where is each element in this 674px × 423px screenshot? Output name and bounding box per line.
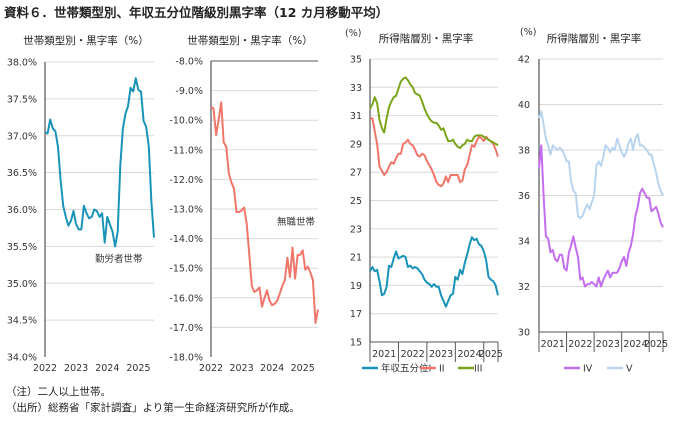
series-annotation: 勤労者世帯 <box>95 253 143 265</box>
y-tick-label: -17.0% <box>169 323 203 334</box>
y-tick-label: 35 <box>350 55 362 66</box>
legend-label: III <box>474 364 482 375</box>
y-tick-label: 31 <box>350 111 362 122</box>
x-tick-label: 2024 <box>95 363 119 374</box>
y-tick-label: -18.0% <box>169 353 203 364</box>
y-tick-label: 15 <box>350 338 362 349</box>
y-tick-label: 34.5% <box>7 316 37 327</box>
x-tick-label: 2024 <box>457 349 481 360</box>
series-line-2 <box>538 110 664 220</box>
y-tick-label: -9.0% <box>175 86 203 97</box>
y-tick-label: 36.0% <box>7 205 37 216</box>
chart-3: 所得階層別・黒字率 (%) 15 17 19 21 23 25 27 29 31 33 35 2021 20… <box>345 28 503 375</box>
chart-title: 世帯類型別・黒字率（%） <box>187 34 312 47</box>
y-tick-label: 36.5% <box>7 168 37 179</box>
x-tick-label: 2024 <box>623 339 647 350</box>
y-tick-label: 21 <box>350 253 362 264</box>
x-tick-label: 2024 <box>260 363 284 374</box>
series-annotation: 無職世帯 <box>277 216 316 228</box>
y-tick-label: 38.0% <box>7 58 37 69</box>
y-tick-label: 40 <box>518 100 530 111</box>
x-tick-label: 2025 <box>126 363 150 374</box>
y-tick-label: 27 <box>350 168 362 179</box>
series-line-3 <box>369 76 499 150</box>
y-tick-label: -15.0% <box>169 264 203 275</box>
chart-title: 所得階層別・黒字率 <box>547 32 642 45</box>
series-line-1 <box>44 77 155 248</box>
y-unit-label: (%) <box>345 28 361 39</box>
x-tick-label: 2025 <box>291 363 315 374</box>
y-tick-label: 42 <box>518 55 530 66</box>
y-tick-label: 32 <box>518 282 530 293</box>
y-tick-label: 30 <box>518 328 530 339</box>
chart-1: 世帯類型別・黒字率（%） 34.0% 34.5% 35.0% 35.5% 36.0% 36.… <box>7 34 155 374</box>
chart-title: 所得階層別・黒字率 <box>379 32 474 45</box>
legend-label: IV <box>583 364 593 375</box>
x-tick-label: 2022 <box>401 349 425 360</box>
y-tick-label: 17 <box>350 309 362 320</box>
y-tick-label: -12.0% <box>169 175 203 186</box>
series-line-1 <box>538 144 664 288</box>
legend-label: II <box>439 364 445 375</box>
x-tick-label: 2023 <box>64 363 88 374</box>
y-tick-label: 34.0% <box>7 353 37 364</box>
x-tick-label: 2021 <box>372 349 396 360</box>
x-tick-label: 2023 <box>596 339 620 350</box>
x-tick-label: 2025 <box>479 349 503 360</box>
y-tick-label: -13.0% <box>169 205 203 216</box>
x-tick-label: 2023 <box>429 349 453 360</box>
y-tick-label: 33 <box>350 83 362 94</box>
source-text: （出所）総務省「家計調査」より第一生命経済研究所が作成。 <box>6 401 300 414</box>
x-tick-label: 2022 <box>568 339 592 350</box>
series-line-1 <box>210 101 319 324</box>
y-tick-label: -11.0% <box>169 145 203 156</box>
series-line-2 <box>370 117 499 188</box>
x-tick-label: 2022 <box>33 363 57 374</box>
chart-2: 世帯類型別・黒字率（%） -18.0% -17.0% -16.0% -15.0% -14.… <box>169 34 319 374</box>
x-tick-label: 2022 <box>199 363 223 374</box>
y-tick-label: -16.0% <box>169 293 203 304</box>
y-tick-label: 38 <box>518 146 530 157</box>
x-tick-label: 2023 <box>229 363 253 374</box>
legend-label: 年収五分位I <box>381 363 431 375</box>
y-tick-label: 19 <box>350 281 362 292</box>
y-tick-label: 23 <box>350 224 362 235</box>
y-unit-label: (%) <box>520 27 536 38</box>
y-tick-label: 36 <box>518 191 530 202</box>
y-tick-label: 37.5% <box>7 94 37 105</box>
y-tick-label: 35.0% <box>7 279 37 290</box>
y-tick-label: -10.0% <box>169 116 203 127</box>
legend-label: V <box>626 364 633 375</box>
y-tick-label: 25 <box>350 196 362 207</box>
figure-title: 資料６．世帯類型別、年収五分位階級別黒字率（12 カ月移動平均） <box>4 5 388 20</box>
y-tick-label: 35.5% <box>7 242 37 253</box>
y-tick-label: 29 <box>350 139 362 150</box>
note-text: （注）二人以上世帯。 <box>6 385 111 398</box>
x-tick-label: 2021 <box>541 339 565 350</box>
y-tick-label: 34 <box>518 237 530 248</box>
x-tick-label: 2025 <box>644 339 668 350</box>
y-tick-label: 37.0% <box>7 131 37 142</box>
chart-title: 世帯類型別・黒字率（%） <box>23 34 148 47</box>
y-tick-label: -14.0% <box>169 234 203 245</box>
y-tick-label: -8.0% <box>175 57 203 68</box>
series-line-1 <box>369 236 499 308</box>
